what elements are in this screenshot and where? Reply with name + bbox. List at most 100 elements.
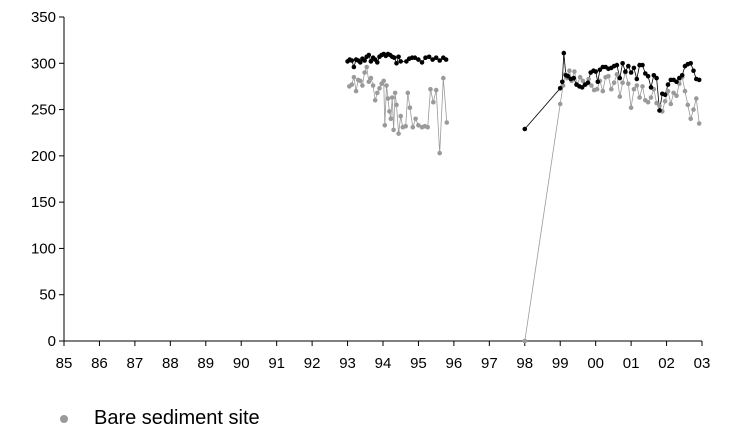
x-tick-label: 89 <box>197 355 214 372</box>
data-point-bare <box>370 83 376 88</box>
data-point-bare <box>580 78 586 84</box>
data-point-bare <box>372 98 378 103</box>
data-point-black <box>426 54 432 60</box>
data-point-bare <box>385 96 391 101</box>
x-tick-label: 02 <box>658 355 675 372</box>
data-point-bare <box>394 102 399 108</box>
data-point-black <box>631 65 637 71</box>
data-point-black <box>394 61 399 66</box>
data-point-black <box>657 108 662 113</box>
data-point-black <box>628 70 634 75</box>
x-tick-label: 94 <box>375 355 392 372</box>
data-point-black <box>648 85 654 90</box>
data-point-bare <box>416 123 421 128</box>
x-tick-label: 85 <box>56 355 73 372</box>
data-point-bare <box>640 84 645 89</box>
data-point-bare <box>609 86 614 92</box>
data-point-bare <box>685 102 691 108</box>
data-point-bare <box>617 94 623 99</box>
data-point-bare <box>694 96 699 101</box>
data-point-black <box>560 79 565 85</box>
data-point-bare <box>358 78 363 84</box>
data-point-black <box>620 61 625 66</box>
series-points <box>345 50 702 344</box>
data-point-bare <box>441 75 446 81</box>
data-point-bare <box>428 86 433 92</box>
data-point-bare <box>353 88 359 94</box>
data-point-black <box>617 75 623 81</box>
x-tick-label: 93 <box>339 355 356 372</box>
data-point-bare <box>594 86 600 92</box>
data-point-black <box>437 58 443 63</box>
data-point-bare <box>405 90 411 96</box>
data-point-bare <box>606 73 611 79</box>
data-point-black <box>691 68 696 73</box>
data-point-bare <box>611 80 617 85</box>
data-point-bare <box>444 120 450 125</box>
data-point-bare <box>368 75 374 81</box>
data-point-black <box>645 73 651 79</box>
y-tick-label: 0 <box>48 333 56 350</box>
data-point-black <box>571 75 576 81</box>
data-point-black <box>593 69 598 74</box>
data-point-black <box>416 57 421 62</box>
y-tick-label: 50 <box>39 287 56 304</box>
data-point-black <box>358 60 363 65</box>
data-point-bare <box>560 83 566 88</box>
data-point-bare <box>522 338 528 344</box>
y-tick-label: 300 <box>31 55 56 72</box>
y-tick-label: 250 <box>31 102 56 119</box>
data-point-bare <box>396 131 401 136</box>
x-axis: 85 86 87 88 89 90 91 92 93 94 95 96 97 98 99 00 01 02 03 <box>56 340 710 372</box>
data-point-bare <box>387 109 392 114</box>
data-point-black <box>626 63 631 69</box>
data-point-bare <box>648 95 654 100</box>
x-tick-label: 98 <box>516 355 533 372</box>
data-point-bare <box>389 95 395 100</box>
data-point-black <box>677 75 682 81</box>
data-point-black <box>665 82 671 87</box>
y-tick-label: 350 <box>31 9 56 26</box>
data-point-bare <box>626 81 631 86</box>
data-point-bare <box>392 90 398 96</box>
data-point-bare <box>674 93 679 98</box>
data-point-bare <box>407 105 413 110</box>
data-point-bare <box>614 72 620 77</box>
data-point-bare <box>577 74 583 80</box>
data-point-bare <box>384 83 389 88</box>
x-tick-label: 90 <box>233 355 250 372</box>
data-point-black <box>565 73 571 79</box>
data-point-black <box>674 79 679 85</box>
data-point-black <box>349 58 355 63</box>
data-point-bare <box>665 88 671 94</box>
data-point-bare <box>425 124 431 130</box>
data-point-black <box>557 86 563 91</box>
x-tick-label: 99 <box>552 355 569 372</box>
data-point-black <box>561 50 567 56</box>
data-point-bare <box>668 101 674 107</box>
data-point-bare <box>589 83 594 88</box>
y-axis: 0 50 100 150 200 250 300 350 <box>31 9 65 350</box>
data-point-bare <box>691 107 696 112</box>
data-point-black <box>375 60 380 65</box>
data-point-bare <box>637 95 642 100</box>
data-point-bare <box>654 100 659 106</box>
series-line-bare <box>349 65 448 154</box>
data-point-black <box>398 59 404 64</box>
data-point-bare <box>349 82 355 87</box>
data-point-black <box>585 80 591 85</box>
series-line-bare <box>524 70 700 342</box>
data-point-black <box>368 59 374 64</box>
x-tick-label: 97 <box>481 355 498 372</box>
data-point-black <box>679 73 685 78</box>
data-point-bare <box>377 86 382 91</box>
data-point-bare <box>431 99 436 105</box>
data-point-bare <box>645 99 651 105</box>
data-point-black <box>597 67 603 73</box>
data-point-bare <box>682 88 688 94</box>
data-point-bare <box>620 80 625 85</box>
data-point-bare <box>388 116 394 122</box>
data-point-black <box>654 75 659 81</box>
data-point-bare <box>391 127 396 133</box>
data-point-black <box>443 57 449 62</box>
